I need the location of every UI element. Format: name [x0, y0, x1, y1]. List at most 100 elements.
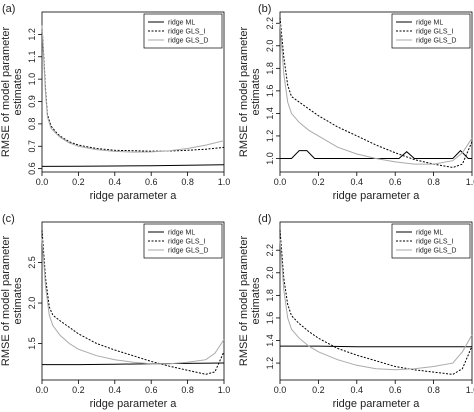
series-line-1	[41, 230, 225, 375]
series-line-1	[279, 229, 473, 375]
panel-label: (a)	[2, 3, 15, 15]
x-tick-label: 0.4	[109, 385, 122, 395]
y-tick-label: 1.6	[265, 312, 275, 325]
legend-label: ridge GLS_D	[416, 248, 456, 255]
x-tick-label: 0.4	[351, 177, 364, 187]
x-tick-label: 0.2	[312, 385, 325, 395]
y-tick-label: 1.0	[265, 152, 275, 165]
series-line-0	[280, 149, 472, 159]
y-tick-label: 2.0	[265, 267, 275, 280]
x-tick-label: 0.4	[109, 177, 122, 187]
x-tick-label: 0.8	[181, 385, 194, 395]
plot-frame	[41, 221, 225, 381]
y-tick-label: 2.2	[265, 244, 275, 257]
x-tick-label: 0.8	[427, 385, 440, 395]
y-tick-label: 0.8	[27, 118, 37, 131]
y-axis-title-line: RMSE of model parameter	[238, 27, 250, 158]
x-tick-label: 1.0	[218, 385, 231, 395]
y-axis-title: RMSE of model parameterestimates	[238, 27, 262, 158]
x-tick-label: 0.2	[72, 385, 85, 395]
legend-label: ridge ML	[416, 230, 443, 237]
y-axis-title-line: estimates	[12, 68, 24, 116]
x-tick-label: 1.0	[466, 385, 474, 395]
y-tick-label: 1.0	[27, 73, 37, 86]
legend-label: ridge GLS_I	[168, 239, 205, 246]
series-line-0	[41, 164, 225, 167]
x-tick-label: 0.6	[145, 177, 158, 187]
legend-label: ridge GLS_I	[416, 239, 453, 246]
y-tick-label: 1.2	[27, 28, 37, 41]
y-tick-label: 2.0	[27, 297, 37, 310]
legend-label: ridge GLS_D	[168, 248, 208, 255]
plot-frame	[279, 221, 473, 381]
panel-0: (a) 0.0 0.2 0.4 0.6 0.8 1.0 0.6 0.7 0.8 0.9 1.0 1.1 1…	[0, 3, 230, 202]
x-tick-label: 0.0	[274, 177, 287, 187]
series-line-2	[279, 238, 473, 371]
y-axis-title: RMSE of model parameterestimates	[0, 27, 24, 158]
legend-label: ridge ML	[168, 20, 195, 27]
legend-label: ridge ML	[168, 230, 195, 237]
x-tick-label: 1.0	[466, 177, 474, 187]
series-line-0	[42, 362, 225, 366]
panel-label: (d)	[258, 213, 271, 225]
x-axis-title: ridge parameter a	[333, 398, 421, 410]
panel-label: (c)	[2, 213, 15, 225]
legend-label: ridge GLS_D	[168, 38, 208, 45]
y-tick-label: 1.2	[265, 130, 275, 143]
series-line-2	[41, 238, 225, 365]
x-tick-label: 0.8	[181, 177, 194, 187]
x-tick-label: 0.6	[145, 385, 158, 395]
y-axis-title-line: estimates	[250, 277, 262, 325]
y-tick-label: 1.2	[265, 357, 275, 370]
y-tick-label: 1.6	[265, 85, 275, 98]
x-tick-label: 0.0	[36, 385, 49, 395]
series-line-2	[279, 23, 473, 165]
y-tick-label: 2.5	[27, 256, 37, 269]
y-tick-label: 1.1	[27, 50, 37, 63]
panel-label: (b)	[258, 3, 271, 15]
x-tick-label: 0.0	[274, 385, 287, 395]
y-axis-title-line: RMSE of model parameter	[238, 236, 250, 367]
x-tick-label: 0.6	[389, 385, 402, 395]
y-tick-label: 1.8	[265, 289, 275, 302]
x-tick-label: 0.4	[351, 385, 364, 395]
y-tick-label: 1.5	[27, 337, 37, 350]
y-tick-label: 0.6	[27, 162, 37, 175]
y-tick-label: 0.7	[27, 140, 37, 153]
legend-label: ridge ML	[416, 20, 443, 27]
y-axis-title-line: estimates	[12, 277, 24, 325]
panel-2: (c) 0.0 0.2 0.4 0.6 0.8 1.0 1.5 2.0 2.5 ridge para…	[0, 213, 230, 410]
legend-label: ridge GLS_I	[416, 29, 453, 36]
panel-3: (d) 0.0 0.2 0.4 0.6 0.8 1.0 1.2 1.4 1.6 1.8 2.0 2.2 r…	[238, 213, 474, 410]
x-tick-label: 1.0	[218, 177, 231, 187]
series-line-0	[280, 345, 472, 348]
panel-1: (b) 0.0 0.2 0.4 0.6 0.8 1.0 1.0 1.2 1.4 1.6 1.8 2.0 2…	[238, 3, 474, 202]
y-tick-label: 2.0	[265, 40, 275, 53]
y-axis-title-line: estimates	[250, 68, 262, 116]
y-tick-label: 0.9	[27, 95, 37, 108]
plot-frame	[279, 11, 473, 173]
x-tick-label: 0.8	[427, 177, 440, 187]
x-axis-title: ridge parameter a	[90, 398, 178, 410]
series-line-1	[279, 17, 473, 169]
y-tick-label: 1.4	[265, 107, 275, 120]
x-tick-label: 0.6	[389, 177, 402, 187]
x-axis-title: ridge parameter a	[333, 190, 421, 202]
x-axis-title: ridge parameter a	[90, 190, 178, 202]
x-tick-label: 0.2	[72, 177, 85, 187]
x-tick-label: 0.2	[312, 177, 325, 187]
legend-label: ridge GLS_I	[168, 29, 205, 36]
y-axis-title: RMSE of model parameterestimates	[0, 236, 24, 367]
y-tick-label: 1.8	[265, 62, 275, 75]
plot-frame	[41, 11, 225, 173]
y-axis-title-line: RMSE of model parameter	[0, 27, 12, 158]
y-axis-title: RMSE of model parameterestimates	[238, 236, 262, 367]
series-line-2	[41, 25, 225, 153]
legend-label: ridge GLS_D	[416, 38, 456, 45]
x-tick-label: 0.0	[36, 177, 49, 187]
